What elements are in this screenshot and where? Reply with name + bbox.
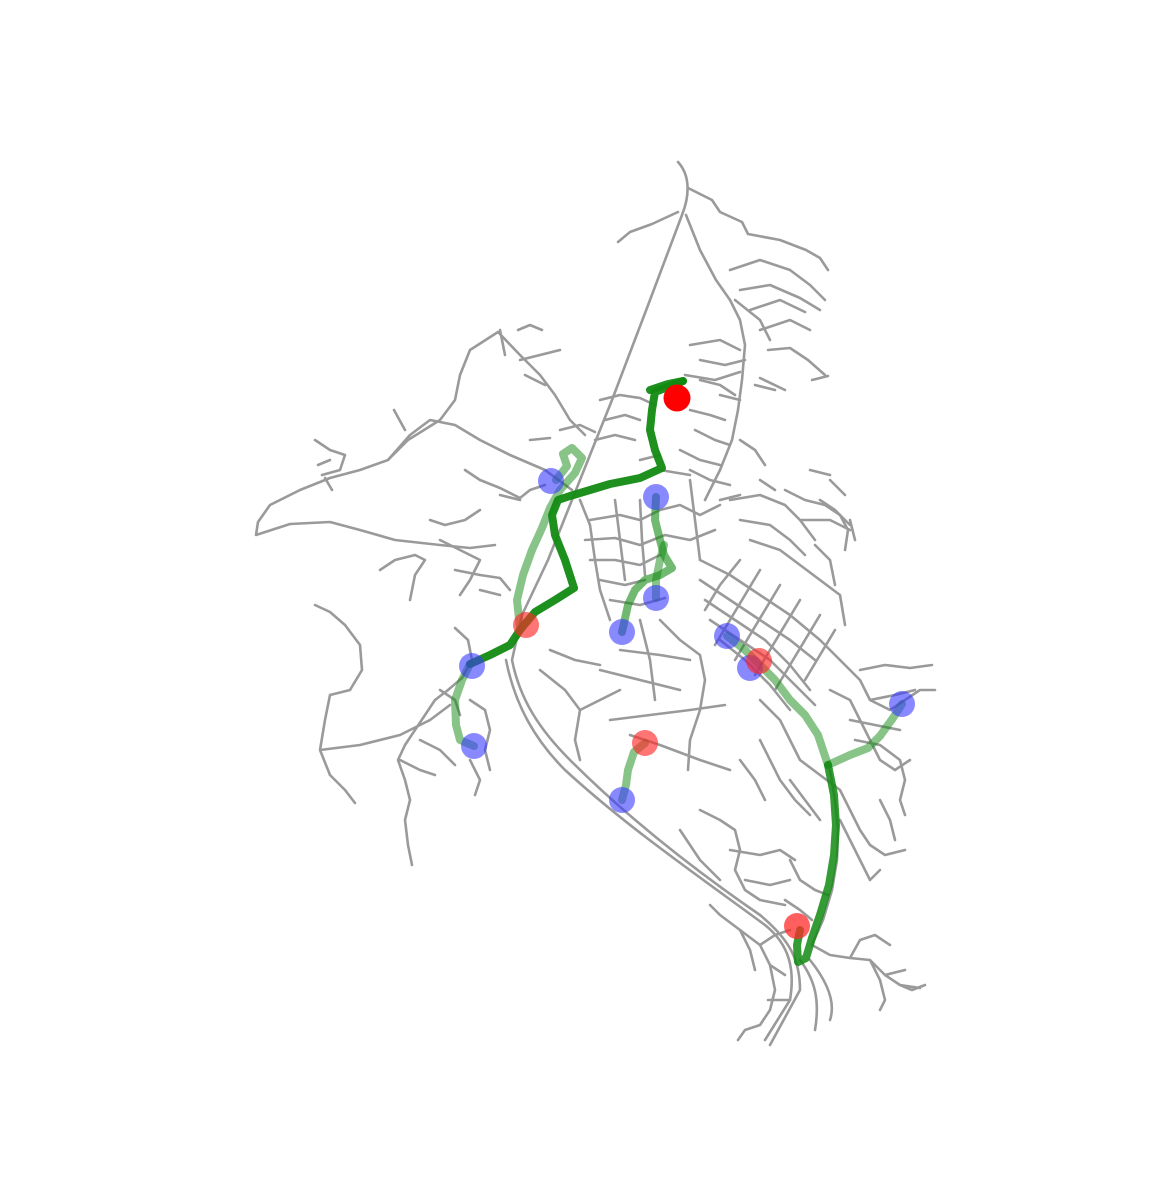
stop-red-4[interactable] — [784, 913, 810, 939]
road-west-far — [313, 323, 562, 492]
road-se-b — [810, 933, 927, 1012]
road-west-arterial — [254, 418, 574, 550]
road-texture — [528, 378, 857, 542]
road-west-north — [386, 330, 587, 462]
road-east-b — [738, 698, 907, 882]
road-north-grid — [728, 258, 827, 342]
stop-blue-9[interactable] — [889, 691, 915, 717]
road-north-west — [616, 210, 680, 244]
road-north-mid — [684, 213, 747, 502]
route-depot-north — [466, 377, 687, 668]
stop-red-3[interactable] — [632, 730, 658, 756]
road-se-c — [708, 903, 792, 1042]
stop-markers — [459, 384, 915, 939]
road-network — [254, 160, 937, 1047]
road-west-south — [313, 603, 452, 805]
stop-blue-1[interactable] — [538, 468, 564, 494]
road-central-a — [578, 478, 722, 622]
route-depot-south — [793, 761, 840, 966]
stop-blue-6[interactable] — [461, 733, 487, 759]
highway-spur — [798, 958, 834, 1032]
stop-blue-7[interactable] — [714, 623, 740, 649]
road-north-east — [686, 186, 830, 272]
road-central-e — [538, 648, 622, 762]
road-se-a — [678, 808, 797, 907]
route-east-diagonal — [723, 632, 832, 769]
stop-blue-10[interactable] — [609, 787, 635, 813]
route-central-spur — [618, 493, 676, 636]
stop-red-1[interactable] — [513, 612, 539, 638]
highway-parallel — [504, 658, 794, 1042]
stop-blue-3[interactable] — [643, 585, 669, 611]
road-west-lower — [378, 468, 547, 602]
route-east-branch — [824, 700, 906, 769]
road-north-loop — [683, 338, 830, 392]
stop-red-2[interactable] — [746, 648, 772, 674]
depot-marker[interactable] — [663, 384, 691, 412]
road-central-d — [598, 618, 732, 772]
stop-blue-5[interactable] — [459, 653, 485, 679]
road-central-c — [728, 488, 852, 627]
stop-blue-4[interactable] — [609, 619, 635, 645]
stop-blue-2[interactable] — [643, 484, 669, 510]
route-depot-hook — [646, 377, 687, 394]
highway-main — [510, 160, 802, 1047]
